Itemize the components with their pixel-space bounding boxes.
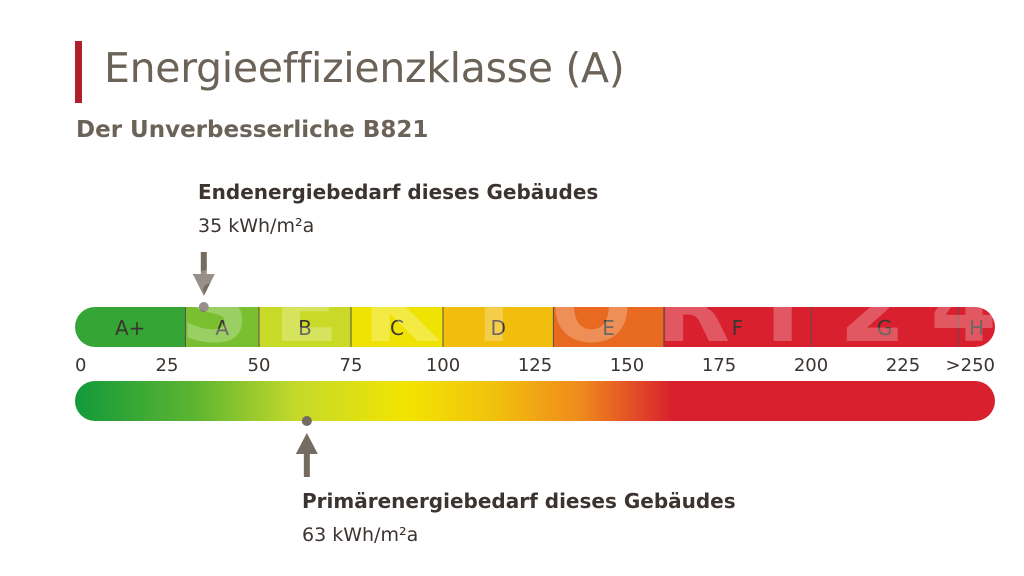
gradient-scale-bar (75, 381, 995, 421)
tick-label-50: 50 (248, 355, 271, 376)
tick-label-75: 75 (340, 355, 363, 376)
tick-label-225: 225 (886, 355, 920, 376)
class-scale-bar (75, 307, 995, 347)
class-label-a: A (215, 316, 229, 340)
class-label-c: C (390, 316, 404, 340)
tick-label-100: 100 (426, 355, 460, 376)
class-segment-h (958, 307, 995, 347)
tick-label-175: 175 (702, 355, 736, 376)
class-label-f: F (732, 316, 744, 340)
class-segment-aplus (75, 307, 186, 347)
tick-label-250: >250 (946, 355, 995, 376)
tick-labels: 0 25 50 75 100 125 150 175 200 225 >250 (75, 355, 995, 376)
page-subtitle: Der Unverbesserliche B821 (76, 117, 429, 143)
class-segment-d (443, 307, 554, 347)
end-energy-value: 35 kWh/m²a (198, 215, 315, 237)
tick-label-25: 25 (156, 355, 179, 376)
tick-label-125: 125 (518, 355, 552, 376)
class-segment-g (811, 307, 959, 347)
tick-label-0: 0 (75, 355, 86, 376)
class-label-d: D (490, 316, 505, 340)
class-segment-f (663, 307, 811, 347)
tick-label-150: 150 (610, 355, 644, 376)
class-labels: A+ A B C D E F G H (115, 316, 984, 340)
class-label-b: B (298, 316, 312, 340)
end-energy-label: Endenergiebedarf dieses Gebäudes (198, 180, 599, 204)
class-segment-b (259, 307, 351, 347)
primary-energy-marker (295, 416, 318, 477)
markers (192, 252, 318, 477)
tick-label-200: 200 (794, 355, 828, 376)
class-label-aplus: A+ (115, 316, 145, 340)
class-segment-a (185, 307, 259, 347)
class-segment-e (553, 307, 664, 347)
title-accent-bar (75, 41, 82, 103)
class-label-e: E (602, 316, 615, 340)
primary-energy-value: 63 kWh/m²a (302, 524, 419, 546)
page-title: Energieeffizienzklasse (A) (104, 44, 625, 92)
class-segment-c (351, 307, 443, 347)
end-energy-marker (192, 252, 215, 312)
class-label-h: H (969, 316, 984, 340)
class-label-g: G (877, 316, 893, 340)
primary-energy-label: Primärenergiebedarf dieses Gebäudes (302, 489, 736, 513)
